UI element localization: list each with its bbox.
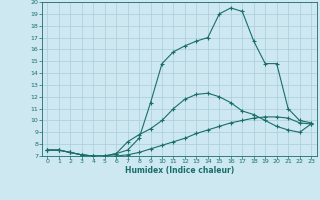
X-axis label: Humidex (Indice chaleur): Humidex (Indice chaleur): [124, 166, 234, 175]
